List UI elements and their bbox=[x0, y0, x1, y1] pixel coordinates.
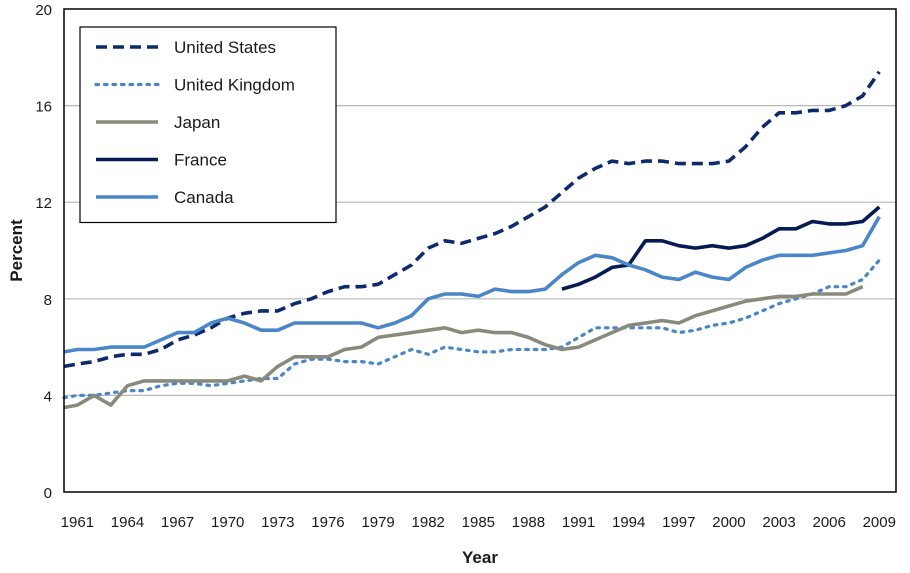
x-tick-labels: 1961 1964 1967 1970 1973 1976 1979 1982 1985 1988… bbox=[61, 514, 896, 531]
series-line-france bbox=[561, 205, 881, 291]
x-tick-label: 1961 bbox=[61, 514, 94, 531]
y-axis-title: Percent bbox=[7, 219, 26, 282]
x-axis-title: Year bbox=[462, 548, 498, 567]
x-tick-label: 1982 bbox=[412, 514, 445, 531]
legend-box bbox=[79, 26, 337, 224]
y-tick-labels: 0 4 8 12 16 20 bbox=[35, 2, 52, 502]
y-tick-label: 8 bbox=[44, 292, 52, 309]
y-tick-label: 20 bbox=[35, 2, 52, 19]
x-tick-label: 2009 bbox=[863, 514, 896, 531]
plot-frame bbox=[63, 8, 897, 493]
y-tick-label: 16 bbox=[35, 99, 52, 116]
x-tick-label: 1994 bbox=[612, 514, 645, 531]
x-tick-label: 2000 bbox=[712, 514, 745, 531]
legend-label: Japan bbox=[174, 113, 220, 132]
x-tick-label: 1979 bbox=[361, 514, 394, 531]
series-lines bbox=[62, 70, 881, 410]
x-tick-label: 1964 bbox=[111, 514, 144, 531]
legend: United States United Kingdom Japan France Ca… bbox=[79, 26, 337, 224]
x-tick-label: 1976 bbox=[311, 514, 344, 531]
x-tick-label: 1985 bbox=[462, 514, 495, 531]
x-tick-label: 1967 bbox=[161, 514, 194, 531]
x-tick-label: 2003 bbox=[762, 514, 795, 531]
legend-label: United States bbox=[174, 38, 276, 57]
y-tick-label: 0 bbox=[44, 485, 52, 502]
series-line-united-kingdom bbox=[62, 258, 881, 400]
x-tick-label: 2006 bbox=[812, 514, 845, 531]
legend-label: France bbox=[174, 151, 227, 170]
series-line-japan bbox=[63, 285, 864, 410]
legend-label: Canada bbox=[174, 188, 234, 207]
legend-label: United Kingdom bbox=[174, 76, 295, 95]
x-tick-label: 1988 bbox=[512, 514, 545, 531]
x-tick-label: 1973 bbox=[261, 514, 294, 531]
y-tick-label: 4 bbox=[44, 388, 52, 405]
series-line-united-states bbox=[63, 70, 881, 369]
y-tick-label: 12 bbox=[35, 195, 52, 212]
x-tick-label: 1970 bbox=[211, 514, 244, 531]
x-tick-label: 1991 bbox=[562, 514, 595, 531]
x-tick-label: 1997 bbox=[662, 514, 695, 531]
series-line-canada bbox=[63, 215, 881, 354]
